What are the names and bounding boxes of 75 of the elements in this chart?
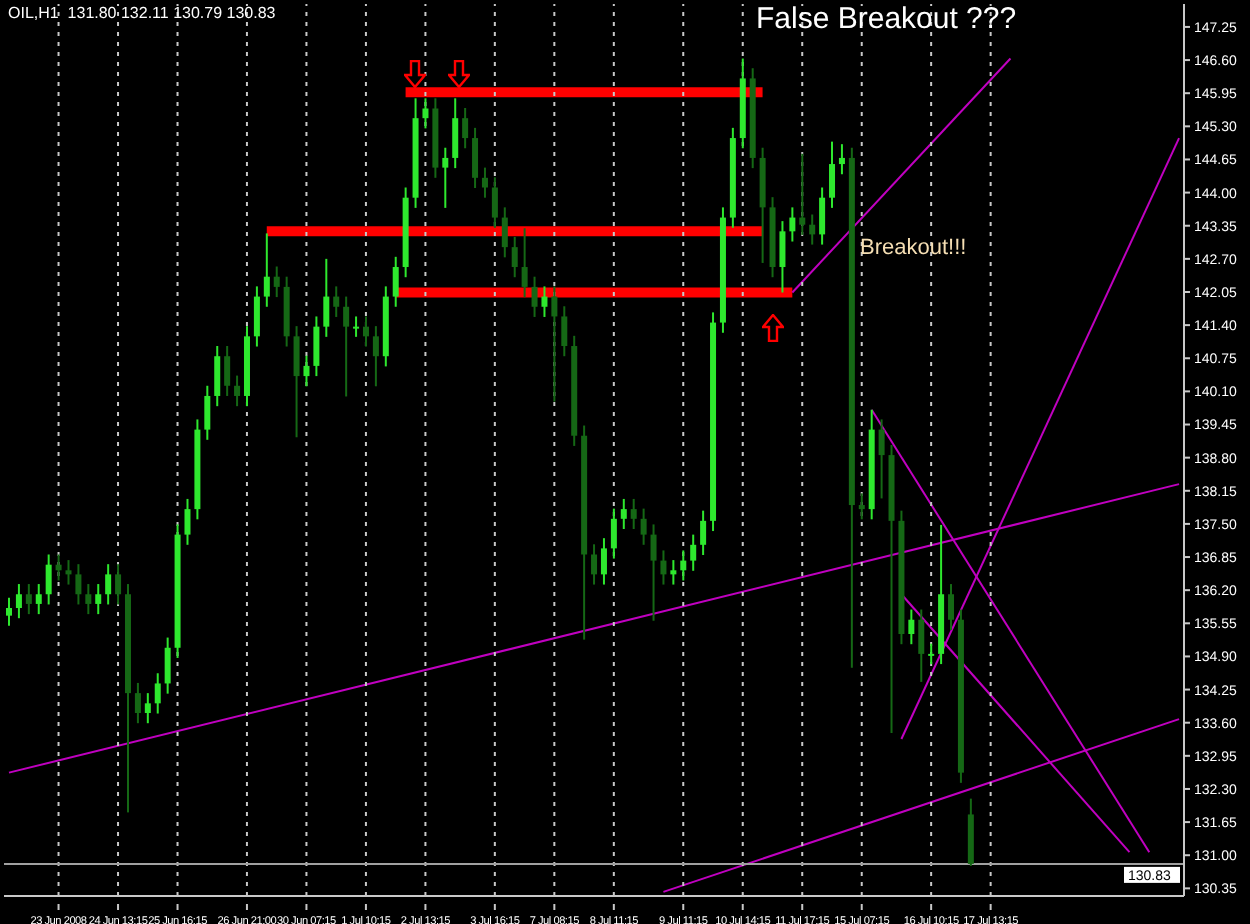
candlestick [531,275,538,318]
candlestick [45,553,52,606]
candlestick [144,692,151,725]
candlestick [224,345,231,397]
candlestick [620,497,627,531]
candlestick [313,315,320,378]
candlestick [343,295,350,398]
candlestick [442,146,449,209]
candlestick [630,497,637,531]
candlestick [789,206,796,243]
candlestick [95,583,102,616]
chart-title: OIL,H1 131.80 132.11 130.79 130.83 [8,4,276,22]
candlestick [234,374,241,408]
candlestick [521,227,528,299]
candlestick [85,583,92,616]
annotation: False Breakout ??? [756,2,1017,36]
candlestick [858,492,865,521]
candlestick [65,559,72,586]
candlestick [323,257,330,338]
candlestick [700,509,707,556]
candlestick [184,497,191,546]
candlestick [472,126,479,190]
candlestick [928,642,935,666]
candlestick [670,559,677,586]
candlestick [690,533,697,572]
candlestick [204,384,211,441]
candlestick [105,563,112,606]
candlestick [333,285,340,318]
candlestick [779,220,786,294]
candlestick [680,549,687,582]
candlestick [541,285,548,318]
candlestick [6,596,12,627]
candlestick [164,636,171,695]
candlestick [253,285,260,348]
candlestick [353,315,360,338]
candlestick [134,681,141,725]
candlestick [392,255,399,308]
candlestick [263,232,270,308]
candlestick [809,213,816,246]
candlestick [591,543,598,586]
candlestick [561,305,568,358]
annotation: Breakout!!! [860,236,967,260]
candlestick [600,537,607,586]
candlestick [878,418,885,500]
candlestick [481,166,488,199]
candlestick [303,354,310,388]
candlestick [491,176,498,229]
candlestick [610,507,617,560]
candlestick [819,186,826,246]
candlestick [75,563,82,606]
candlestick [511,235,518,279]
candlestick [829,140,836,209]
candlestick [452,97,459,170]
candlestick [660,549,667,586]
candlestick [273,265,280,299]
candlestick [650,523,657,622]
candlestick [214,345,221,408]
candlestick [422,97,429,130]
candlestick [838,143,845,176]
candlestick [462,106,469,150]
candlestick [25,583,32,616]
candlestick [799,152,806,236]
candlestick [501,206,508,259]
candlestick [551,285,558,403]
candlestick [115,563,122,606]
candlestick [154,672,161,715]
candlestick [35,583,42,616]
candlestick [362,315,369,348]
candlestick [640,507,647,546]
candlestick [372,325,379,388]
candlestick [918,608,925,683]
candlestick [908,608,915,646]
candlestick [948,583,955,631]
candlestick [15,583,22,620]
candlestick [293,325,300,439]
